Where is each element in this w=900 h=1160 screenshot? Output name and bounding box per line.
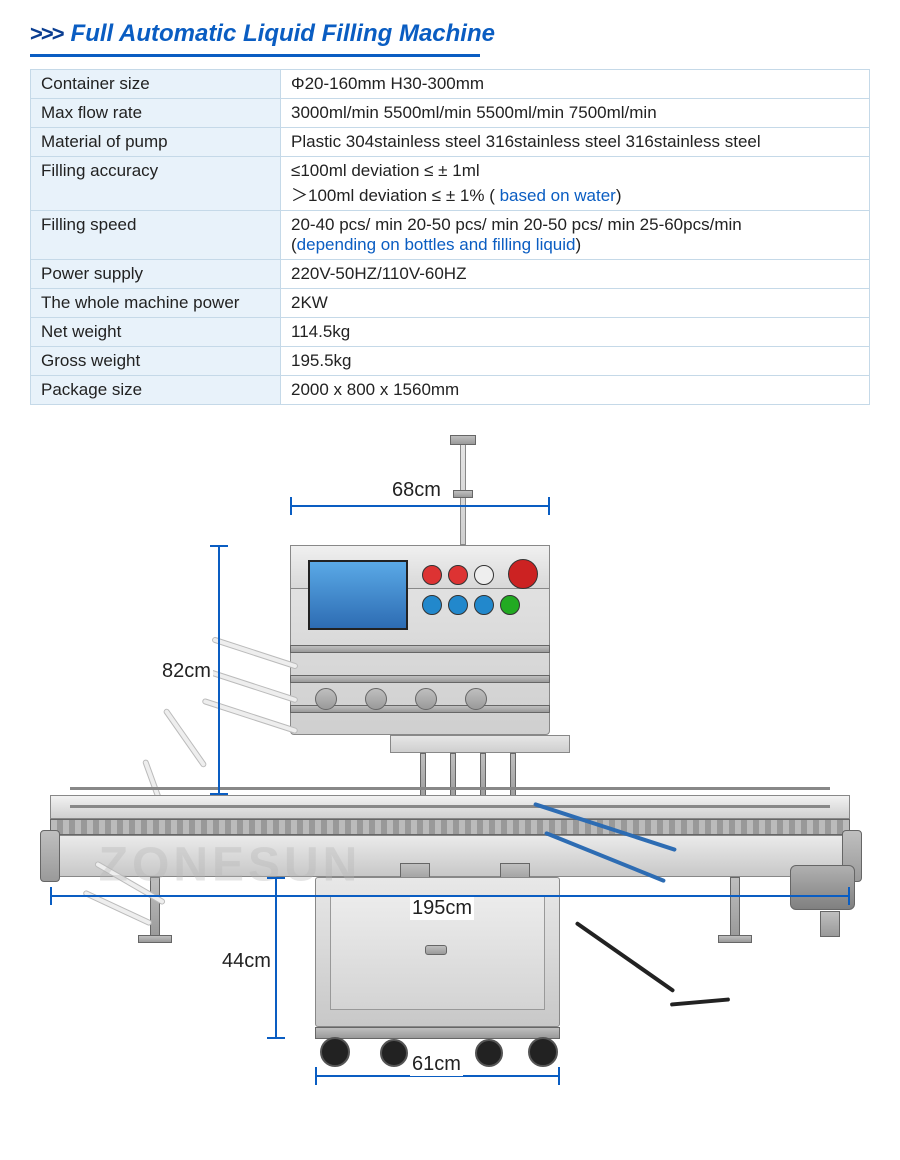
table-row: Package size2000 x 800 x 1560mm [31, 376, 870, 405]
dim-tick-195-r [848, 887, 850, 905]
dim-line-82 [218, 545, 220, 795]
motor-mount [820, 911, 840, 937]
spec-label: The whole machine power [31, 289, 281, 318]
tube-1 [211, 636, 298, 670]
spec-label: Gross weight [31, 347, 281, 376]
spec-label: Container size [31, 70, 281, 99]
button-blue-3 [474, 595, 494, 615]
table-row: Material of pumpPlastic 304stainless ste… [31, 128, 870, 157]
spec-value: 3000ml/min 5500ml/min 5500ml/min 7500ml/… [281, 99, 870, 128]
dim-tick-61-l [315, 1067, 317, 1085]
table-row: Filling speed20-40 pcs/ min 20-50 pcs/ m… [31, 211, 870, 260]
spec-table: Container sizeΦ20-160mm H30-300mmMax flo… [30, 69, 870, 405]
dim-tick-82-b [210, 793, 228, 795]
dim-label-82: 82cm [160, 660, 213, 683]
leg-right-foot [718, 935, 752, 943]
spec-value: Φ20-160mm H30-300mm [281, 70, 870, 99]
dim-line-44 [275, 877, 277, 1039]
dim-tick-44-b [267, 1037, 285, 1039]
top-rod-cap [450, 435, 476, 445]
dim-tick-61-r [558, 1067, 560, 1085]
header: >>> Full Automatic Liquid Filling Machin… [30, 20, 870, 48]
dim-label-61: 61cm [410, 1053, 463, 1076]
button-blue-2 [448, 595, 468, 615]
spec-label: Net weight [31, 318, 281, 347]
pump-2 [365, 688, 387, 710]
spec-label: Package size [31, 376, 281, 405]
door-handle [425, 945, 447, 955]
pump-3 [415, 688, 437, 710]
wheel-4 [528, 1037, 558, 1067]
tube-2 [206, 668, 298, 703]
button-red-2 [448, 565, 468, 585]
spec-value: 114.5kg [281, 318, 870, 347]
watermark: ZONESUN [99, 838, 362, 893]
dim-tick-top-r [548, 497, 550, 515]
spec-value: 195.5kg [281, 347, 870, 376]
nozzle-bracket [390, 735, 570, 753]
spec-label: Filling speed [31, 211, 281, 260]
table-row: Power supply220V-50HZ/110V-60HZ [31, 260, 870, 289]
top-rod-clamp [453, 490, 473, 498]
page-title: Full Automatic Liquid Filling Machine [71, 20, 495, 48]
spec-value: Plastic 304stainless steel 316stainless … [281, 128, 870, 157]
dim-tick-195-l [50, 887, 52, 905]
spec-value: 20-40 pcs/ min 20-50 pcs/ min 20-50 pcs/… [281, 211, 870, 260]
table-row: Filling accuracy≤100ml deviation ≤ ± 1ml… [31, 157, 870, 211]
title-underline [30, 54, 480, 57]
spec-label: Max flow rate [31, 99, 281, 128]
dim-label-195: 195cm [410, 897, 474, 920]
tube-3 [202, 698, 299, 735]
spec-label: Power supply [31, 260, 281, 289]
pump-4 [465, 688, 487, 710]
table-row: Gross weight195.5kg [31, 347, 870, 376]
table-row: The whole machine power2KW [31, 289, 870, 318]
dim-tick-top-l [290, 497, 292, 515]
leg-right [730, 877, 740, 937]
table-row: Container sizeΦ20-160mm H30-300mm [31, 70, 870, 99]
dim-label-68: 68cm [390, 479, 443, 502]
dim-line-top [290, 505, 550, 507]
power-cable [575, 921, 676, 993]
dim-tick-44-t [267, 877, 285, 879]
dim-label-44: 44cm [220, 950, 273, 973]
conveyor-end-left [40, 830, 60, 882]
spec-value: 220V-50HZ/110V-60HZ [281, 260, 870, 289]
button-green [500, 595, 520, 615]
leg-left-foot [138, 935, 172, 943]
spec-value: 2000 x 800 x 1560mm [281, 376, 870, 405]
rack-bar-2 [290, 675, 550, 683]
guide-rail-1 [70, 787, 830, 790]
spec-label: Material of pump [31, 128, 281, 157]
wheel-2 [380, 1039, 408, 1067]
wheel-3 [475, 1039, 503, 1067]
emergency-stop [508, 559, 538, 589]
spec-label: Filling accuracy [31, 157, 281, 211]
header-chevrons: >>> [30, 21, 63, 47]
spec-value: ≤100ml deviation ≤ ± 1ml＞100ml deviation… [281, 157, 870, 211]
table-row: Max flow rate3000ml/min 5500ml/min 5500m… [31, 99, 870, 128]
button-red-1 [422, 565, 442, 585]
pump-1 [315, 688, 337, 710]
power-cable-2 [670, 997, 730, 1006]
rack-bar-1 [290, 645, 550, 653]
button-white [474, 565, 494, 585]
dim-tick-82-t [210, 545, 228, 547]
wheel-1 [320, 1037, 350, 1067]
base-bottom-bar [315, 1027, 560, 1039]
table-row: Net weight114.5kg [31, 318, 870, 347]
guide-rail-2 [70, 805, 830, 808]
touch-screen [308, 560, 408, 630]
conveyor-chain [50, 819, 850, 835]
spec-value: 2KW [281, 289, 870, 318]
conveyor-motor [790, 865, 855, 910]
tube-4 [162, 708, 207, 769]
button-blue-1 [422, 595, 442, 615]
machine-diagram: ZONESUN 68cm 82cm 195cm 44cm 61cm [30, 435, 870, 1085]
